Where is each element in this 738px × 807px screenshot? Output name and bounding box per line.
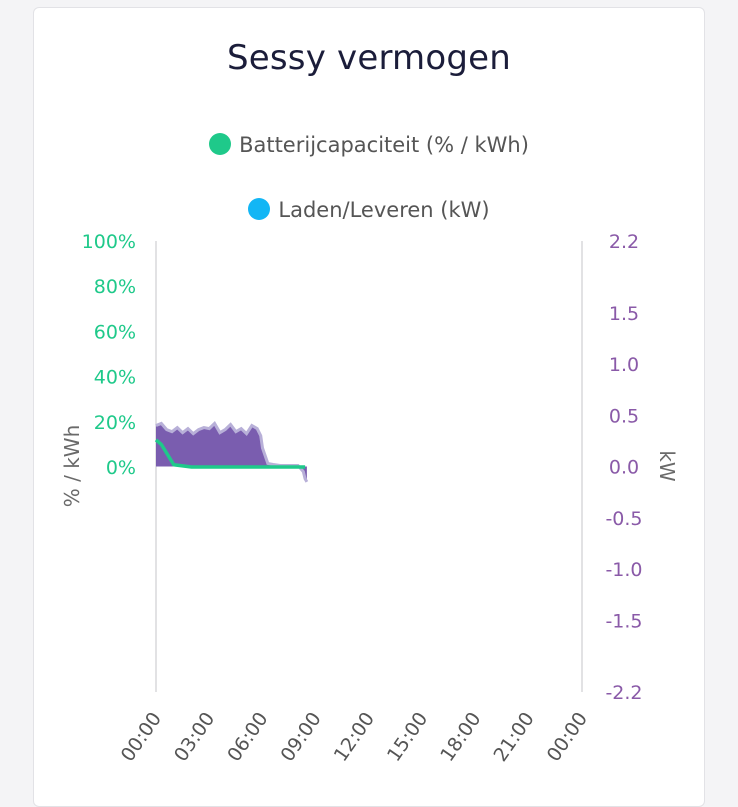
x-axis-tick-label: 18:00 (436, 708, 485, 765)
chart-card (33, 7, 705, 807)
left-axis-tick-label: 0% (106, 457, 136, 479)
right-axis-tick-label: -0.5 (605, 508, 642, 530)
x-axis-tick-label: 00:00 (543, 708, 592, 765)
left-axis-tick-label: 20% (94, 412, 136, 434)
x-axis-tick-label: 09:00 (276, 708, 325, 765)
chart-title: Sessy vermogen (226, 38, 512, 78)
right-axis-tick-label: 0.5 (609, 405, 639, 427)
right-axis-tick-label: 2.2 (609, 231, 639, 253)
capacity-line (154, 438, 306, 469)
x-axis-tick-label: 12:00 (330, 708, 379, 765)
legend-item-capacity[interactable]: Batterijcapaciteit (% / kWh) (0, 133, 738, 157)
x-axis-tick-label: 00:00 (117, 708, 166, 765)
x-axis-tick-label: 03:00 (170, 708, 219, 765)
legend-item-power[interactable]: Laden/Leveren (kW) (0, 198, 738, 222)
right-axis-tick-label: 1.5 (609, 303, 639, 325)
power-area (156, 423, 307, 482)
x-axis-tick-label: 06:00 (223, 708, 272, 765)
x-axis-tick-label: 15:00 (383, 708, 432, 765)
left-axis-title: % / kWh (60, 425, 84, 508)
legend-label-power: Laden/Leveren (kW) (278, 198, 490, 222)
right-axis-tick-label: -1.0 (605, 559, 642, 581)
left-axis-tick-label: 100% (82, 231, 136, 253)
right-axis-title: kW (655, 450, 679, 482)
left-axis-tick-label: 40% (94, 367, 136, 389)
legend-dot-capacity (209, 133, 232, 155)
right-axis-tick-label: 1.0 (609, 354, 639, 376)
legend-label-capacity: Batterijcapaciteit (% / kWh) (239, 133, 529, 157)
left-axis-tick-label: 60% (94, 321, 136, 343)
right-axis-tick-label: -1.5 (605, 610, 642, 632)
x-axis-tick-label: 21:00 (489, 708, 538, 765)
left-axis-tick-label: 80% (94, 276, 136, 298)
right-axis-tick-label: -2.2 (605, 682, 642, 704)
right-axis-tick-label: 0.0 (609, 457, 639, 479)
legend-dot-power (248, 198, 271, 220)
